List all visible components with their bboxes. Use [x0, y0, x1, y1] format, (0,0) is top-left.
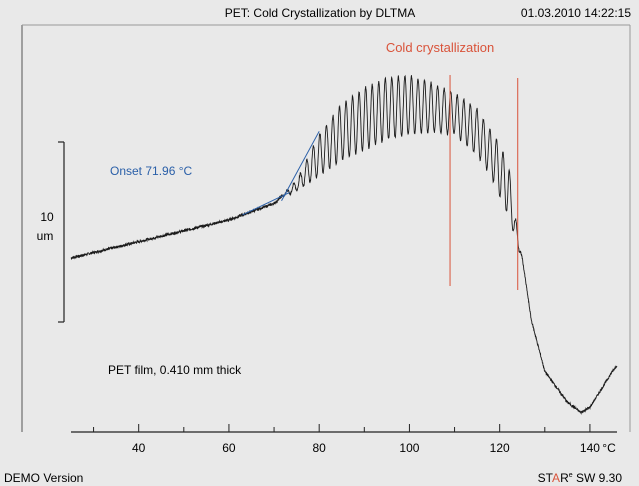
x-tick-label: 80 [313, 441, 327, 455]
x-axis-unit: °C [602, 441, 616, 455]
brand-st: ST [538, 471, 554, 485]
sample-annotation: PET film, 0.410 mm thick [108, 363, 242, 377]
timestamp: 01.03.2010 14:22:15 [521, 6, 631, 20]
dltma-curve [70, 74, 618, 415]
chart-title: PET: Cold Crystallization by DLTMA [225, 6, 416, 20]
footer-version: DEMO Version [4, 471, 83, 485]
onset-annotation: Onset 71.96 °C [110, 131, 320, 216]
x-tick-label: 140 [580, 441, 600, 455]
x-tick-label: 100 [399, 441, 419, 455]
software-brand: STARe SW 9.30 [538, 471, 623, 485]
scale-bar-unit: um [37, 229, 54, 243]
cold-crystallization-label: Cold crystallization [386, 40, 494, 55]
x-axis-ticks: 40 60 80 100 120 140 [93, 424, 600, 455]
brand-a: A [552, 471, 560, 485]
x-tick-label: 60 [222, 441, 236, 455]
onset-slope-tangent [281, 131, 320, 201]
x-tick-label: 120 [490, 441, 510, 455]
onset-label: Onset 71.96 °C [110, 164, 193, 178]
x-tick-label: 40 [132, 441, 146, 455]
scale-bar: 10 um [37, 141, 65, 323]
cold-crystallization-annotation: Cold crystallization [386, 40, 519, 290]
brand-sup: e [569, 472, 573, 479]
scale-bar-value: 10 [40, 210, 54, 224]
brand-version: SW 9.30 [573, 471, 623, 485]
onset-baseline-tangent [242, 192, 290, 216]
brand-r: R [560, 471, 569, 485]
